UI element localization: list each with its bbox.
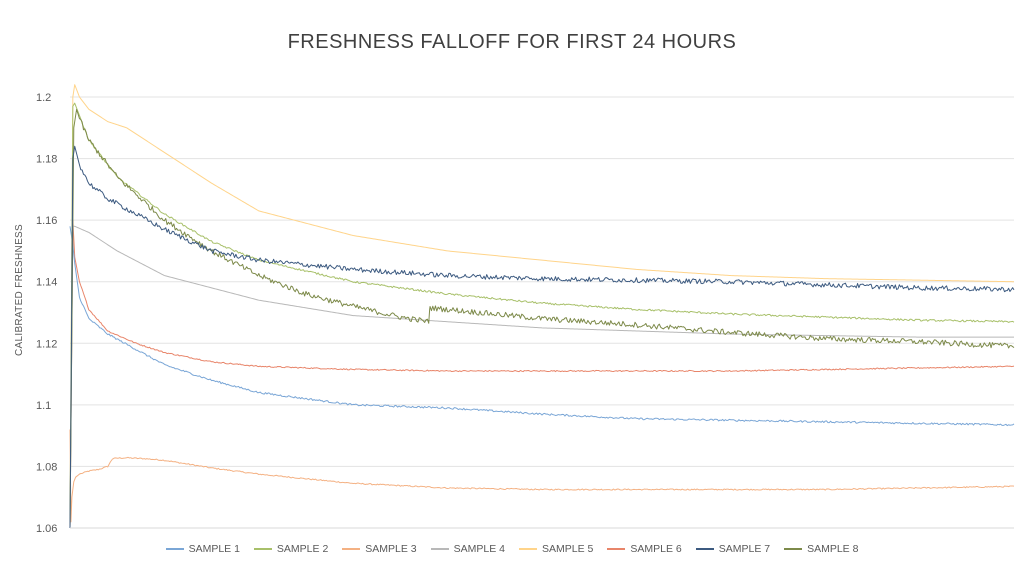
series-lines — [69, 84, 1015, 529]
y-tick-label: 1.06 — [36, 523, 57, 535]
legend-item: SAMPLE 2 — [253, 543, 329, 555]
legend-swatch — [165, 548, 184, 550]
legend-swatch — [607, 548, 626, 550]
legend-swatch — [519, 548, 537, 550]
series-line-sample-3 — [69, 429, 1015, 523]
y-axis-ticks: 1.06 1.08 1.1 1.12 1.14 1.16 1.18 1.2 — [36, 92, 57, 535]
legend-swatch — [253, 548, 272, 550]
legend-item: SAMPLE 1 — [165, 543, 240, 555]
y-axis-label: CALIBRATED FRESHNESS — [14, 224, 25, 356]
legend-item: SAMPLE 7 — [695, 543, 771, 555]
legend-item: SAMPLE 8 — [784, 543, 858, 555]
series-line-sample-2 — [69, 102, 1015, 529]
legend-item: SAMPLE 3 — [342, 543, 417, 555]
y-tick-label: 1.16 — [36, 215, 57, 227]
series-line-sample-8 — [69, 108, 1015, 529]
y-tick-label: 1.1 — [36, 400, 51, 412]
series-line-sample-5 — [69, 84, 1015, 529]
legend-label: SAMPLE 5 — [542, 543, 594, 555]
y-tick-label: 1.14 — [36, 277, 57, 289]
legend-label: SAMPLE 4 — [453, 543, 505, 555]
legend-label: SAMPLE 7 — [718, 543, 771, 555]
chart-title: FRESHNESS FALLOFF FOR FIRST 24 HOURS — [287, 31, 737, 53]
y-tick-label: 1.18 — [36, 154, 57, 166]
legend-label: SAMPLE 6 — [630, 543, 682, 555]
y-tick-label: 1.08 — [36, 461, 57, 473]
gridlines — [70, 96, 1014, 529]
legend-label: SAMPLE 1 — [188, 543, 240, 555]
legend-swatch — [695, 548, 714, 550]
legend-label: SAMPLE 3 — [365, 543, 417, 555]
legend-swatch — [342, 548, 361, 550]
legend-swatch — [784, 548, 803, 550]
y-tick-label: 1.2 — [36, 92, 51, 104]
legend-item: SAMPLE 6 — [607, 543, 682, 555]
legend-item: SAMPLE 5 — [519, 543, 593, 555]
legend-item: SAMPLE 4 — [430, 543, 505, 555]
series-line-sample-4 — [69, 225, 1014, 529]
legend-label: SAMPLE 2 — [276, 543, 329, 555]
series-line-sample-7 — [69, 145, 1015, 529]
series-line-sample-6 — [69, 219, 1015, 529]
legend: SAMPLE 1 SAMPLE 2 SAMPLE 3 SAMPLE 4 SAMPLE 5… — [0, 543, 1024, 555]
y-tick-label: 1.12 — [36, 338, 57, 350]
legend-swatch — [430, 548, 449, 550]
legend-label: SAMPLE 8 — [807, 543, 859, 555]
series-line-sample-1 — [69, 226, 1015, 427]
